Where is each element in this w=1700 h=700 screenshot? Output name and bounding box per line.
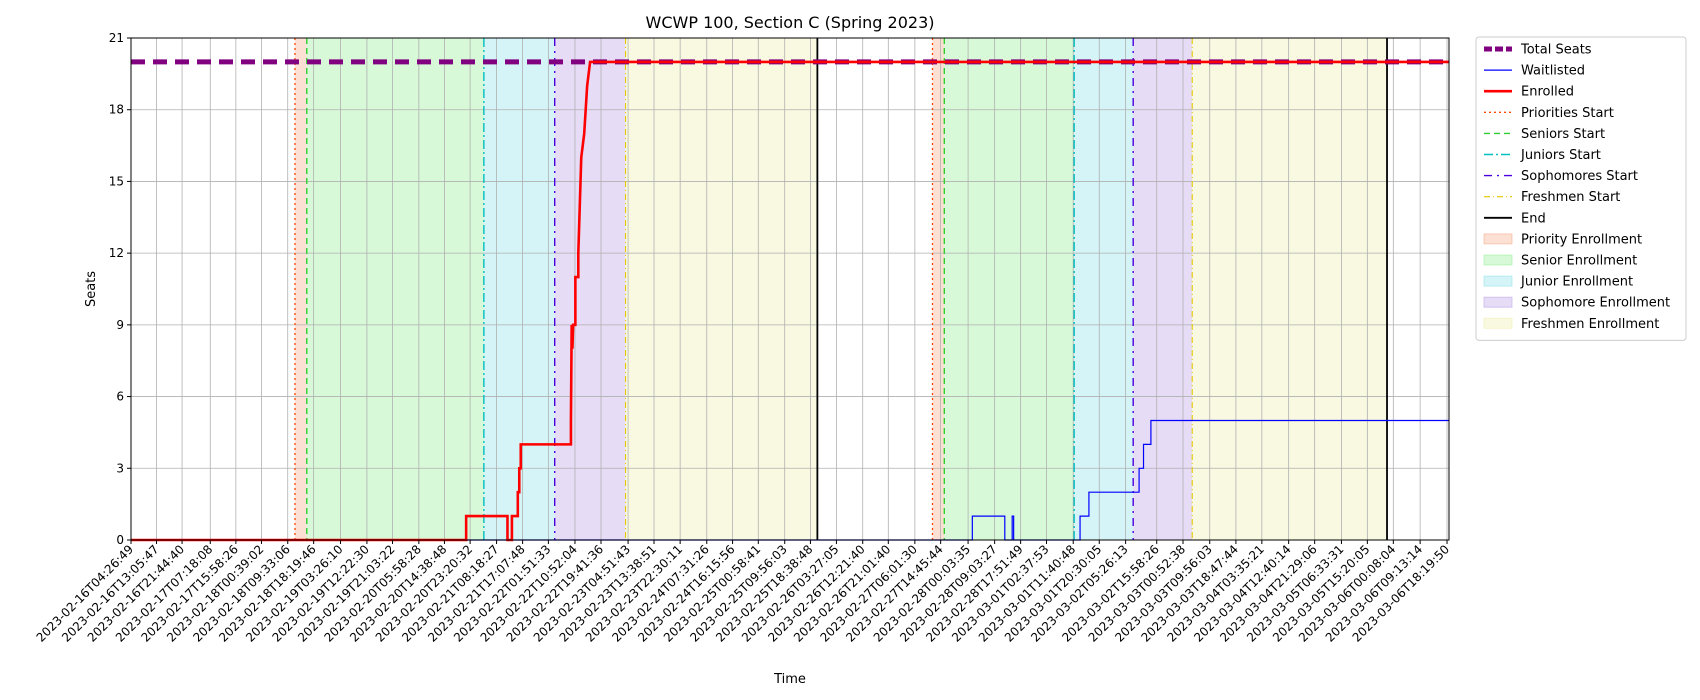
legend-label-12: Sophomore Enrollment — [1521, 296, 1670, 311]
shaded-region-1-1 — [944, 38, 1075, 540]
y-tick-label-2: 6 — [116, 390, 124, 404]
y-tick-label-0: 0 — [116, 533, 124, 547]
y-tick-label-3: 9 — [116, 318, 124, 332]
y-tick-label-6: 18 — [109, 103, 124, 117]
legend-label-10: Senior Enrollment — [1521, 254, 1637, 269]
legend-box — [1475, 36, 1687, 341]
legend-label-11: Junior Enrollment — [1520, 275, 1633, 290]
legend-label-6: Sophomores Start — [1521, 169, 1638, 184]
legend: Total Seats Waitlisted Enrolled Priorities … — [1475, 36, 1687, 341]
chart-title: WCWP 100, Section C (Spring 2023) — [646, 13, 935, 32]
y-tick-label-4: 12 — [109, 246, 124, 260]
shaded-region-2-1 — [1074, 38, 1134, 540]
legend-label-8: End — [1521, 211, 1546, 226]
legend-swatch-12 — [1483, 296, 1513, 308]
legend-swatch-10 — [1483, 254, 1513, 266]
shaded-region-4-0 — [625, 38, 818, 540]
legend-label-2: Enrolled — [1521, 85, 1574, 100]
y-tick-label-5: 15 — [109, 174, 124, 188]
legend-swatch-11 — [1483, 275, 1513, 287]
legend-swatch-13 — [1483, 317, 1513, 329]
legend-label-5: Juniors Start — [1520, 148, 1601, 163]
shaded-region-3-0 — [554, 38, 626, 540]
series-line-1 — [131, 419, 1449, 541]
legend-label-3: Priorities Start — [1521, 106, 1614, 121]
legend-label-13: Freshmen Enrollment — [1521, 317, 1659, 332]
grid — [130, 37, 1449, 541]
shaded-region-2-0 — [483, 38, 555, 540]
legend-label-4: Seniors Start — [1521, 127, 1605, 142]
plot-frame — [130, 37, 1450, 541]
x-axis-label: Time — [773, 672, 806, 687]
y-axis-label: Seats — [84, 271, 99, 307]
legend-label-0: Total Seats — [1520, 43, 1592, 58]
shaded-region-4-1 — [1192, 38, 1388, 540]
shaded-region-1-0 — [306, 38, 484, 540]
phase-start-lines — [294, 38, 1388, 540]
y-tick-label-7: 21 — [109, 31, 124, 45]
legend-label-1: Waitlisted — [1521, 64, 1585, 79]
legend-label-7: Freshmen Start — [1521, 190, 1620, 205]
legend-label-9: Priority Enrollment — [1521, 232, 1642, 247]
legend-swatch-9 — [1483, 233, 1513, 245]
shaded-region-0-0 — [294, 38, 307, 540]
shaded-region-0-1 — [932, 38, 945, 540]
y-tick-label-1: 3 — [116, 461, 124, 475]
shaded-regions — [294, 38, 1388, 540]
y-axis-ticks: 0 3 6 9 12 15 18 21 — [109, 31, 131, 547]
